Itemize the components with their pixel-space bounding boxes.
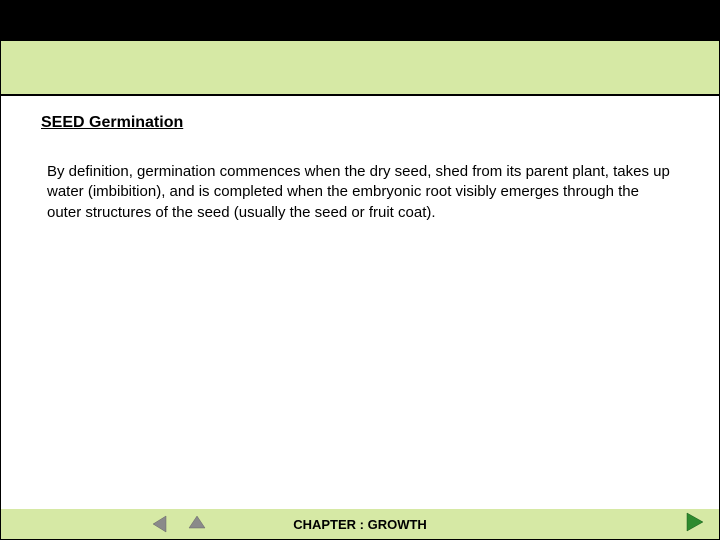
header-top-strip xyxy=(1,1,719,41)
nav-left-group xyxy=(151,514,209,534)
footer-bar: CHAPTER : GROWTH xyxy=(1,509,719,539)
nav-right-group xyxy=(681,512,705,537)
content-area: SEED Germination By definition, germinat… xyxy=(1,96,719,223)
header-bar xyxy=(1,1,719,96)
right-arrow-icon xyxy=(681,512,705,532)
prev-button[interactable] xyxy=(151,514,175,534)
left-arrow-icon xyxy=(152,515,174,533)
next-button[interactable] xyxy=(681,512,705,537)
header-bottom-strip xyxy=(1,41,719,94)
body-text: By definition, germination commences whe… xyxy=(41,162,679,223)
chapter-label: CHAPTER : GROWTH xyxy=(293,517,427,532)
section-title: SEED Germination xyxy=(41,114,679,132)
up-arrow-icon xyxy=(187,515,207,533)
up-button[interactable] xyxy=(185,514,209,534)
